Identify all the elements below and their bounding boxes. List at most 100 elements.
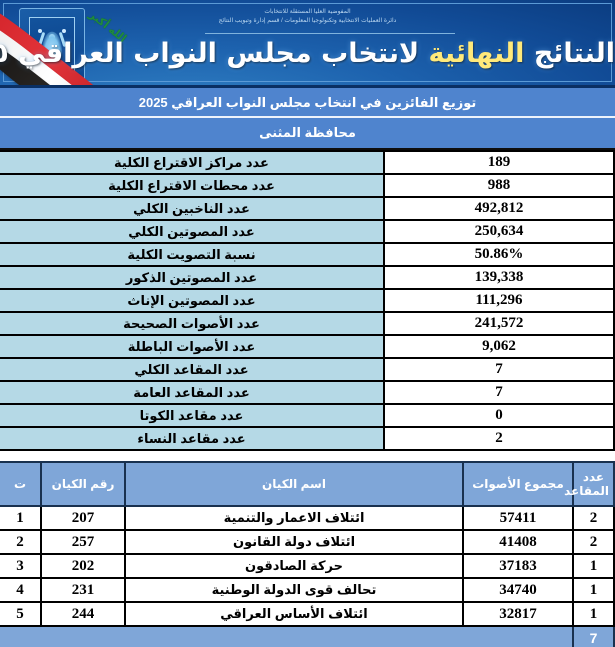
banner-governorate: محافظة المثنى <box>259 125 356 140</box>
row-index: 3 <box>0 553 42 579</box>
winners-table-body: 2 57411 ائتلاف الاعمار والتنمية 207 1 2 41408 ا… <box>0 505 615 627</box>
entity-total-votes: 41408 <box>462 529 574 555</box>
winners-table-foot: 7 <box>0 625 615 647</box>
stat-label: عدد مقاعد النساء <box>0 426 385 451</box>
total-seats-value: 7 <box>572 625 615 647</box>
entity-name: ائتلاف دولة القانون <box>124 529 464 555</box>
entity-seats: 1 <box>572 577 615 603</box>
stat-row: 7 عدد المقاعد الكلي <box>0 357 615 382</box>
entity-seats: 1 <box>572 553 615 579</box>
stat-row: 9,062 عدد الأصوات الباطلة <box>0 334 615 359</box>
winners-table: عدد المقاعد مجموع الأصوات اسم الكيان رقم… <box>0 461 615 647</box>
winners-table-head: عدد المقاعد مجموع الأصوات اسم الكيان رقم… <box>0 461 615 507</box>
page-header: الله أكبر المفوضية العليا المستقلة للانت… <box>0 0 615 88</box>
col-header-entity-code[interactable]: رقم الكيان <box>40 461 126 507</box>
stat-row: 2 عدد مقاعد النساء <box>0 426 615 451</box>
table-row[interactable]: 2 41408 ائتلاف دولة القانون 257 2 <box>0 529 615 555</box>
stat-row: 250,634 عدد المصوتين الكلي <box>0 219 615 244</box>
entity-code: 257 <box>40 529 126 555</box>
entity-name: حركة الصادقون <box>124 553 464 579</box>
stat-value: 492,812 <box>383 196 615 221</box>
stat-value: 0 <box>383 403 615 428</box>
stat-value: 250,634 <box>383 219 615 244</box>
col-header-index[interactable]: ت <box>0 461 42 507</box>
entity-code: 231 <box>40 577 126 603</box>
col-header-seats[interactable]: عدد المقاعد <box>564 461 615 507</box>
stat-row: 139,338 عدد المصوتين الذكور <box>0 265 615 290</box>
entity-code: 202 <box>40 553 126 579</box>
statistics-table: 189 عدد مراكز الاقتراع الكلية 988 عدد محطات… <box>0 150 615 451</box>
entity-seats: 2 <box>572 505 615 531</box>
table-row[interactable]: 1 37183 حركة الصادقون 202 3 <box>0 553 615 579</box>
stat-row: 492,812 عدد الناخبين الكلي <box>0 196 615 221</box>
stat-label: عدد المصوتين الذكور <box>0 265 385 290</box>
stat-row: 0 عدد مقاعد الكوتا <box>0 403 615 428</box>
stat-value: 988 <box>383 173 615 198</box>
entity-name: تحالف قوى الدولة الوطنية <box>124 577 464 603</box>
col-header-entity-name[interactable]: اسم الكيان <box>124 461 464 507</box>
org-line-2: دائرة العمليات الانتخابية وتكنولوجيا الم… <box>218 18 397 24</box>
stat-row: 111,296 عدد المصوتين الإناث <box>0 288 615 313</box>
stat-value: 50.86% <box>383 242 615 267</box>
stat-row: 241,572 عدد الأصوات الصحيحة <box>0 311 615 336</box>
stat-label: عدد مراكز الاقتراع الكلية <box>0 150 385 175</box>
header-divider <box>205 33 455 34</box>
total-row-filler <box>0 625 574 647</box>
table-row[interactable]: 2 57411 ائتلاف الاعمار والتنمية 207 1 <box>0 505 615 531</box>
banner-title: توزيع الفائزين في انتخاب مجلس النواب الع… <box>0 88 615 118</box>
row-index: 4 <box>0 577 42 603</box>
logo-sparkle-left-icon <box>37 28 42 33</box>
stat-label: عدد مقاعد الكوتا <box>0 403 385 428</box>
title-part-1: النتائج <box>533 38 615 69</box>
entity-total-votes: 32817 <box>462 601 574 627</box>
entity-code: 244 <box>40 601 126 627</box>
stat-row: 50.86% نسبة التصويت الكلية <box>0 242 615 267</box>
entity-seats: 2 <box>572 529 615 555</box>
stat-value: 111,296 <box>383 288 615 313</box>
stat-value: 9,062 <box>383 334 615 359</box>
entity-seats: 1 <box>572 601 615 627</box>
header-main-title: النتائج النهائية لانتخاب مجلس النواب الع… <box>0 38 615 69</box>
winners-total-row: 7 <box>0 625 615 647</box>
stat-value: 189 <box>383 150 615 175</box>
stat-label: عدد المقاعد العامة <box>0 380 385 405</box>
entity-code: 207 <box>40 505 126 531</box>
entity-name: ائتلاف الاعمار والتنمية <box>124 505 464 531</box>
stat-label: عدد المقاعد الكلي <box>0 357 385 382</box>
report-banner: توزيع الفائزين في انتخاب مجلس النواب الع… <box>0 88 615 150</box>
table-separator <box>0 451 615 461</box>
title-highlight: النهائية <box>428 38 525 69</box>
table-row[interactable]: 1 32817 ائتلاف الأساس العراقي 244 5 <box>0 601 615 627</box>
row-index: 1 <box>0 505 42 531</box>
row-index: 2 <box>0 529 42 555</box>
org-line-1: المفوضية العليا المستقلة للانتخابات <box>264 9 351 15</box>
organization-subtitle: المفوضية العليا المستقلة للانتخابات دائر… <box>0 8 615 26</box>
stat-row: 988 عدد محطات الاقتراع الكلية <box>0 173 615 198</box>
stat-row: 189 عدد مراكز الاقتراع الكلية <box>0 150 615 175</box>
stat-label: عدد محطات الاقتراع الكلية <box>0 173 385 198</box>
stat-row: 7 عدد المقاعد العامة <box>0 380 615 405</box>
entity-total-votes: 37183 <box>462 553 574 579</box>
entity-name: ائتلاف الأساس العراقي <box>124 601 464 627</box>
winners-header-row: عدد المقاعد مجموع الأصوات اسم الكيان رقم… <box>0 461 615 507</box>
stat-value: 241,572 <box>383 311 615 336</box>
entity-total-votes: 34740 <box>462 577 574 603</box>
stat-label: نسبة التصويت الكلية <box>0 242 385 267</box>
stat-label: عدد الأصوات الصحيحة <box>0 311 385 336</box>
stat-label: عدد الناخبين الكلي <box>0 196 385 221</box>
stat-label: عدد الأصوات الباطلة <box>0 334 385 359</box>
stat-value: 7 <box>383 357 615 382</box>
table-row[interactable]: 1 34740 تحالف قوى الدولة الوطنية 231 4 <box>0 577 615 603</box>
title-year: ٢٠٢٥ <box>0 38 9 69</box>
statistics-body: 189 عدد مراكز الاقتراع الكلية 988 عدد محطات… <box>0 150 615 451</box>
entity-total-votes: 57411 <box>462 505 574 531</box>
stat-label: عدد المصوتين الإناث <box>0 288 385 313</box>
stat-label: عدد المصوتين الكلي <box>0 219 385 244</box>
stat-value: 7 <box>383 380 615 405</box>
stat-value: 2 <box>383 426 615 451</box>
stat-value: 139,338 <box>383 265 615 290</box>
logo-sparkle-right-icon <box>62 28 67 33</box>
col-header-total-votes[interactable]: مجموع الأصوات <box>462 461 574 507</box>
title-part-2: لانتخاب مجلس النواب العراقي <box>18 38 420 69</box>
